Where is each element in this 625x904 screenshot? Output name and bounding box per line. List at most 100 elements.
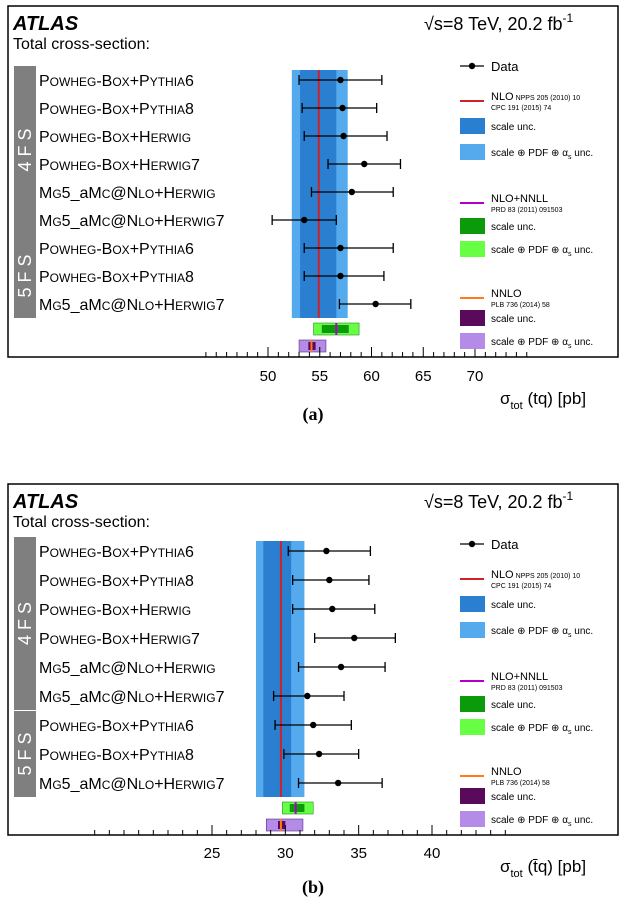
data-marker [337,244,344,252]
legend-nnll-ref: PRD 83 (2011) 091503 [491,207,563,214]
tick-label: 35 [350,845,367,862]
data-point [292,575,370,585]
data-marker [372,300,379,308]
data-point [314,633,396,643]
legend-data-marker [468,62,476,70]
scheme-label-4fs: 4 F S [15,602,35,645]
tick-label: 65 [415,368,432,385]
legend-nnlo-scale-swatch [460,310,485,326]
scheme-label-4fs: 4 F S [15,128,35,171]
tick-label: 40 [424,845,441,862]
legend-nnlo-ref: PLB 736 (2014) 58 [491,780,550,787]
nlo-scale-band [263,541,292,797]
legend-nnlo-scale-label: scale unc. [491,792,536,803]
legend-data-label: Data [491,537,519,552]
data-point [303,131,388,141]
plot-subtitle: Total cross-section: [13,36,150,53]
row-label: POWHEG-BOX+HERWIG7 [39,631,200,648]
data-point [301,103,378,113]
legend-nnlo-total-label: scale ⊕ PDF ⊕ αs unc. [491,815,593,828]
legend: Data NLO NPPS 205 (2010) 10 CPC 191 (2015)… [460,537,593,828]
legend-nnlo-title: NNLO [491,288,522,300]
data-marker [310,721,317,729]
data-point [327,159,402,169]
legend-nlo-ref: CPC 191 (2015) 74 [491,105,551,112]
scheme-box-4fs [14,66,36,234]
scheme-label-5fs: 5 F S [15,254,35,297]
row-label: POWHEG-BOX+HERWIG7 [39,157,200,174]
row-label: POWHEG-BOX+PYTHIA8 [39,747,194,764]
legend-nnll-scale-label: scale unc. [491,222,536,233]
row-label: POWHEG-BOX+PYTHIA6 [39,544,194,561]
energy-label: √s=8 TeV, 20.2 fb-1 [424,11,573,34]
data-marker [340,132,347,140]
tick-label: 30 [277,845,294,862]
legend-nnll-total-label: scale ⊕ PDF ⊕ αs unc. [491,245,593,258]
row-label: POWHEG-BOX+HERWIG [39,129,191,146]
data-marker [326,576,333,584]
legend: Data NLO NPPS 205 (2010) 10 CPC 191 (2015)… [460,59,593,350]
legend-nnll-scale-label: scale unc. [491,700,536,711]
tick-label: 55 [311,368,328,385]
data-point [271,215,337,225]
legend-nlo-ref: CPC 191 (2015) 74 [491,583,551,590]
legend-data-marker [468,540,476,548]
scheme-box-5fs [14,711,36,797]
legend-nnll-title: NLO+NNLL [491,671,548,683]
data-marker [361,160,368,168]
row-label: MG5_aMC@NLO+HERWIG [39,660,216,677]
scheme-box-5fs [14,234,36,318]
data-marker [334,779,342,787]
legend-nlo-scale-swatch [460,596,485,612]
tick-label: 25 [204,845,221,862]
legend-nnll-scale-swatch [460,218,485,234]
legend-nlo-scale-swatch [460,118,485,134]
data-point [287,546,372,556]
data-point [272,691,345,701]
row-label: MG5_aMC@NLO+HERWIG [39,185,216,202]
row-label: POWHEG-BOX+PYTHIA8 [39,269,194,286]
energy-label: √s=8 TeV, 20.2 fb-1 [424,489,573,512]
legend-nnlo-total-swatch [460,333,485,349]
legend-nnll-scale-swatch [460,696,485,712]
legend-nlo-title: NLO NPPS 205 (2010) 10 [491,91,580,103]
x-axis-label: σtot (tq) [pb] [500,389,586,412]
legend-nnlo-title: NNLO [491,766,522,778]
legend-nnlo-scale-swatch [460,788,485,804]
legend-data-label: Data [491,59,519,74]
data-marker [329,605,336,613]
data-marker [315,750,323,758]
scheme-box-4fs [14,537,36,710]
tick-label: 50 [260,368,277,385]
row-label: MG5_aMC@NLO+HERWIG7 [39,776,225,793]
legend-nlo-total-label: scale ⊕ PDF ⊕ αs unc. [491,626,593,639]
legend-nlo-total-swatch [460,622,485,638]
row-label: MG5_aMC@NLO+HERWIG7 [39,213,225,230]
data-marker [337,663,345,671]
data-point [310,187,394,197]
data-point [338,299,412,309]
data-marker [339,104,346,112]
plot-frame [7,5,619,358]
row-label: MG5_aMC@NLO+HERWIG7 [39,689,225,706]
row-label: POWHEG-BOX+PYTHIA8 [39,101,194,118]
tick-label: 70 [467,368,484,385]
data-point [297,662,386,672]
data-marker [301,216,308,224]
row-label: POWHEG-BOX+HERWIG [39,602,191,619]
row-label: POWHEG-BOX+PYTHIA6 [39,241,194,258]
data-marker [348,188,356,196]
nnll-scale-box [289,804,305,812]
x-axis-label: σtot (t̄q) [pb] [500,857,586,880]
experiment-label: ATLAS [12,13,79,35]
data-marker [351,634,358,642]
legend-nlo-total-label: scale ⊕ PDF ⊕ αs unc. [491,148,593,161]
legend-nnlo-ref: PLB 736 (2014) 58 [491,302,550,309]
legend-nnll-total-label: scale ⊕ PDF ⊕ αs unc. [491,723,593,736]
data-marker [337,76,344,84]
legend-nnll-total-swatch [460,241,485,257]
plot-subtitle: Total cross-section: [13,514,150,531]
